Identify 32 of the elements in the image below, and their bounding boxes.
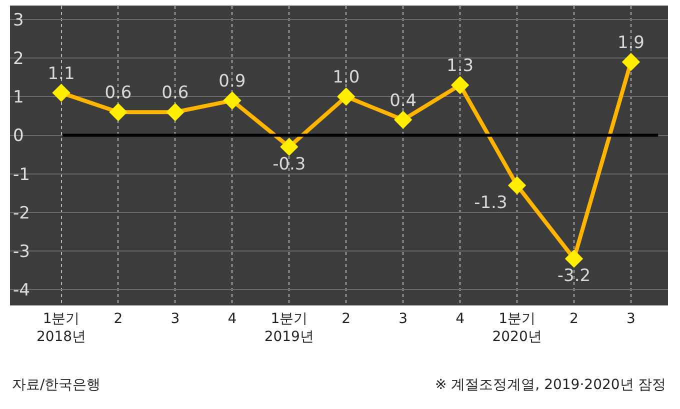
- data-label: -1.3: [474, 192, 508, 213]
- text: ※ 계절조정계열, 2019·2020년 잠정: [435, 377, 666, 393]
- y-tick-label: 1: [13, 88, 24, 108]
- x-tick-label: 2: [114, 310, 123, 327]
- y-tick-label: -2: [13, 203, 30, 224]
- x-tick-label: 2: [342, 310, 351, 327]
- x-tick-label: 4: [228, 310, 237, 327]
- x-tick-label: 1분기 2020년: [492, 310, 542, 345]
- data-label: 0.9: [218, 72, 246, 92]
- data-label: 1.9: [617, 32, 644, 53]
- y-tick-label: -3: [13, 242, 30, 262]
- data-label: 0.4: [390, 90, 417, 111]
- data-label: 0.6: [104, 83, 132, 104]
- data-label: 0.6: [162, 83, 189, 104]
- y-tick-label: 0: [13, 126, 24, 146]
- x-tick-label: 1분기 2019년: [264, 310, 314, 345]
- x-tick-label: 4: [456, 310, 465, 327]
- data-label: 1.3: [446, 56, 474, 76]
- y-tick-label: -4: [13, 280, 30, 301]
- x-tick-label: 3: [626, 310, 636, 327]
- y-tick-label: 3: [13, 10, 24, 30]
- data-label: -0.3: [272, 154, 306, 174]
- data-label: 1.0: [332, 68, 360, 88]
- text: 자료/한국은행: [12, 377, 101, 393]
- data-label: -3.2: [557, 266, 591, 286]
- x-tick-label: 3: [170, 310, 180, 327]
- x-tick-label: 3: [398, 310, 408, 327]
- x-tick-label: 2: [570, 310, 578, 327]
- x-tick-label: 1분기 2018년: [36, 310, 86, 345]
- data-label: 1.1: [48, 64, 75, 84]
- y-tick-label: 2: [13, 49, 24, 70]
- y-tick-label: -1: [13, 164, 30, 185]
